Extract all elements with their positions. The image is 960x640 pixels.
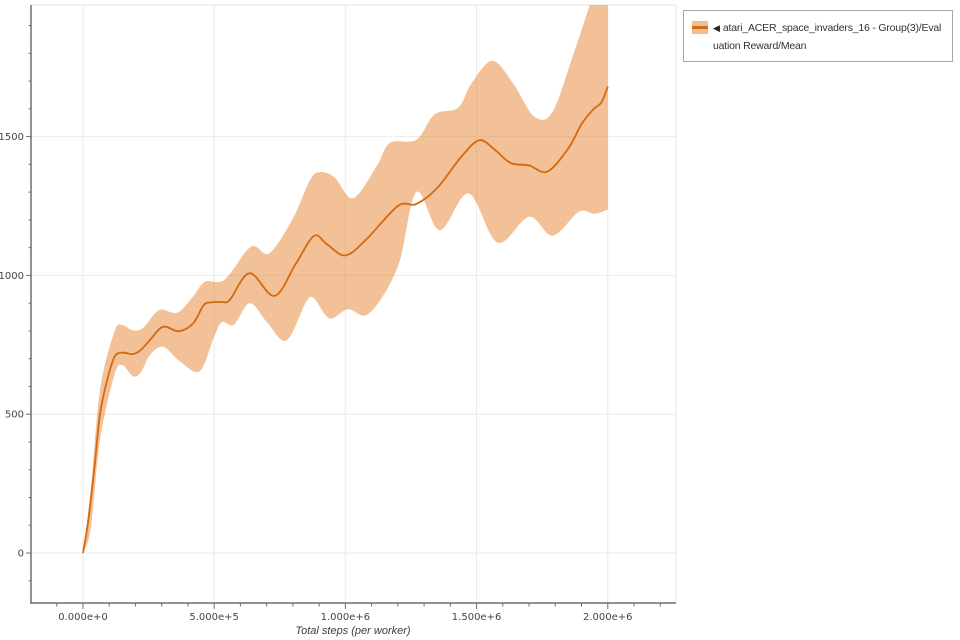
legend-series-label: atari_ACER_space_invaders_16 - Group(3)/… (713, 22, 942, 52)
mean-line[interactable] (82, 86, 609, 554)
x-tick-label: 0.000e+0 (58, 612, 108, 623)
x-tick-label: 1.500e+6 (452, 612, 502, 623)
x-tick-label: 2.000e+6 (583, 612, 633, 623)
plot-area: 0.000e+0 5.000e+5 1.000e+6 1.500e+6 2.000e+6… (0, 4, 677, 623)
legend-item[interactable]: ◀ atari_ACER_space_invaders_16 - Group(3)… (692, 19, 944, 55)
x-axis-title: Total steps (per worker) (295, 625, 410, 637)
legend: ◀ atari_ACER_space_invaders_16 - Group(3)… (683, 10, 953, 62)
x-tick-label: 1.000e+6 (321, 612, 371, 623)
series-band-swatch-icon (692, 21, 708, 34)
legend-text: ◀ atari_ACER_space_invaders_16 - Group(3)… (713, 19, 944, 55)
collapse-triangle-icon[interactable]: ◀ (713, 23, 720, 33)
y-tick-label: 0 (18, 549, 24, 560)
y-tick-label: 500 (5, 410, 24, 421)
y-tick-label: 1000 (0, 271, 24, 282)
y-tick-label: 1500 (0, 132, 24, 143)
line-color-chip (692, 26, 708, 29)
x-tick-label: 5.000e+5 (189, 612, 239, 623)
